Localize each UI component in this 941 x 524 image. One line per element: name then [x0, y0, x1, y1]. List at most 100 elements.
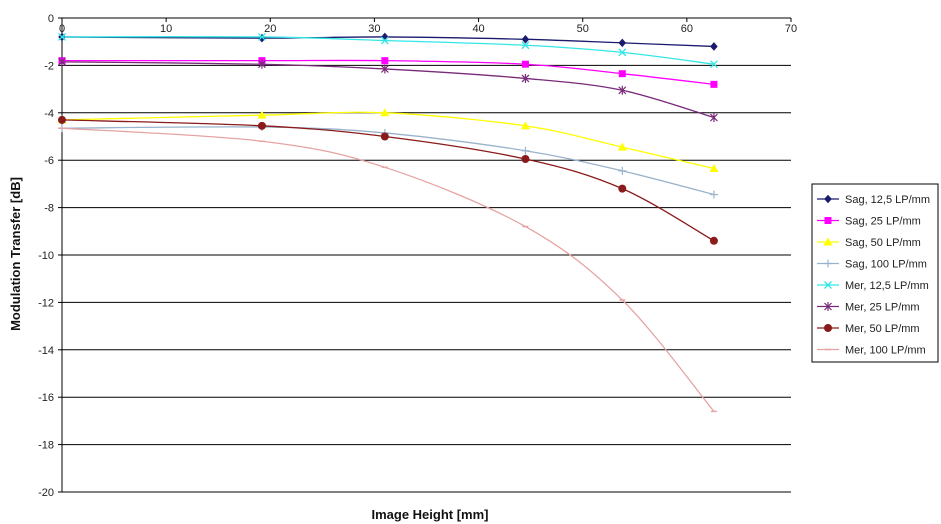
legend-label: Sag, 25 LP/mm — [845, 216, 921, 228]
x-axis-title: Image Height [mm] — [371, 507, 488, 522]
y-tick-label: -10 — [38, 250, 54, 262]
legend-entry: Mer, 100 LP/mm — [817, 345, 926, 357]
data-point — [709, 60, 718, 69]
legend-swatch-marker-b — [824, 281, 832, 289]
series-5 — [58, 33, 718, 69]
series-6 — [58, 57, 718, 123]
series-line — [61, 61, 715, 119]
y-tick-label: -18 — [38, 440, 54, 452]
data-point — [618, 48, 627, 57]
data-point — [521, 155, 530, 164]
data-point — [380, 108, 390, 117]
y-tick-label: -4 — [44, 108, 54, 120]
data-point-b — [380, 36, 389, 45]
data-point — [521, 73, 530, 83]
data-point — [709, 163, 719, 172]
y-axis-title: Modulation Transfer [dB] — [8, 177, 23, 331]
data-point — [710, 80, 718, 88]
y-tick-label: -6 — [44, 155, 54, 167]
legend-entry: Sag, 25 LP/mm — [817, 216, 921, 228]
x-tick-label: 50 — [577, 23, 589, 35]
legend-entry: Mer, 50 LP/mm — [817, 323, 920, 335]
legend-swatch-marker — [824, 281, 832, 289]
data-point-b — [257, 33, 266, 41]
y-tick-label: -14 — [38, 345, 54, 357]
tick-labels: 0 10 20 30 40 50 60 70 0 -2 -4 -6 -8 -10 -12 -14 -16 -18 -… — [38, 13, 797, 499]
series-3 — [57, 108, 719, 172]
data-point — [617, 142, 627, 151]
data-point — [58, 57, 66, 67]
y-tick-label: -20 — [38, 487, 54, 499]
data-point — [258, 33, 266, 43]
legend-entry: Mer, 25 LP/mm — [817, 302, 920, 314]
series-line — [61, 36, 714, 48]
legend-box — [811, 183, 939, 363]
data-point — [710, 42, 718, 51]
axes — [58, 17, 792, 493]
legend-swatch-marker — [824, 302, 832, 311]
data-point — [380, 132, 389, 141]
y-tick-label: -8 — [44, 203, 54, 215]
legend-label: Mer, 100 LP/mm — [845, 345, 926, 357]
x-tick-label: 40 — [472, 23, 484, 35]
y-tick-label: -16 — [38, 392, 54, 404]
data-point-b — [618, 48, 627, 57]
legend-label: Mer, 12,5 LP/mm — [845, 280, 929, 292]
legend-swatch-marker — [824, 217, 832, 224]
x-tick-label: 20 — [264, 23, 276, 35]
series-7 — [58, 115, 718, 245]
data-point — [710, 113, 718, 123]
x-tick-label: 30 — [368, 23, 380, 35]
x-tick-label: 0 — [59, 23, 65, 35]
legend-entry: Sag, 100 LP/mm — [817, 259, 927, 271]
data-point — [58, 115, 66, 124]
data-point — [709, 236, 718, 245]
legend-label: Mer, 50 LP/mm — [845, 323, 920, 335]
legend-entry: Mer, 12,5 LP/mm — [817, 280, 929, 292]
data-point — [521, 41, 530, 50]
series-lines — [57, 32, 719, 413]
series-8 — [59, 127, 717, 413]
data-point — [380, 64, 389, 74]
x-tick-label: 60 — [681, 23, 693, 35]
legend-label: Sag, 100 LP/mm — [845, 259, 927, 271]
legend-entry: Sag, 12,5 LP/mm — [817, 194, 930, 206]
data-point — [521, 60, 529, 68]
data-point — [58, 33, 66, 41]
data-point — [257, 121, 266, 130]
data-point — [521, 146, 530, 155]
data-point-b — [709, 60, 718, 69]
legend-label: Sag, 12,5 LP/mm — [845, 194, 930, 206]
x-tick-label: 10 — [160, 23, 172, 35]
x-tick-label: 70 — [785, 23, 797, 35]
data-point-b — [58, 33, 66, 41]
data-point-b — [521, 41, 530, 50]
legend-swatch-marker — [824, 324, 832, 332]
data-point — [380, 36, 389, 45]
data-point — [257, 33, 266, 41]
data-point — [521, 35, 530, 44]
y-tick-label: -2 — [44, 60, 54, 72]
data-point — [258, 59, 266, 69]
data-point — [618, 70, 626, 78]
legend-swatch-marker — [824, 259, 832, 268]
y-tick-label: -12 — [38, 297, 54, 309]
legend-entry: Sag, 50 LP/mm — [817, 237, 921, 249]
data-point — [618, 38, 627, 48]
gridlines — [62, 64, 791, 493]
legend: Sag, 12,5 LP/mm Sag, 25 LP/mm Sag, 50 LP/m… — [811, 183, 939, 363]
y-tick-label: 0 — [48, 13, 54, 25]
legend-swatch-marker — [823, 237, 833, 246]
legend-label: Mer, 25 LP/mm — [845, 302, 920, 314]
data-point — [381, 57, 389, 65]
series-line — [61, 127, 715, 412]
data-point — [618, 85, 627, 95]
data-point — [618, 184, 627, 193]
series-1 — [58, 32, 718, 51]
data-point — [520, 121, 530, 130]
data-point — [381, 32, 389, 42]
legend-label: Sag, 50 LP/mm — [845, 237, 921, 249]
data-point — [618, 166, 627, 175]
legend-swatch-marker — [824, 194, 832, 204]
